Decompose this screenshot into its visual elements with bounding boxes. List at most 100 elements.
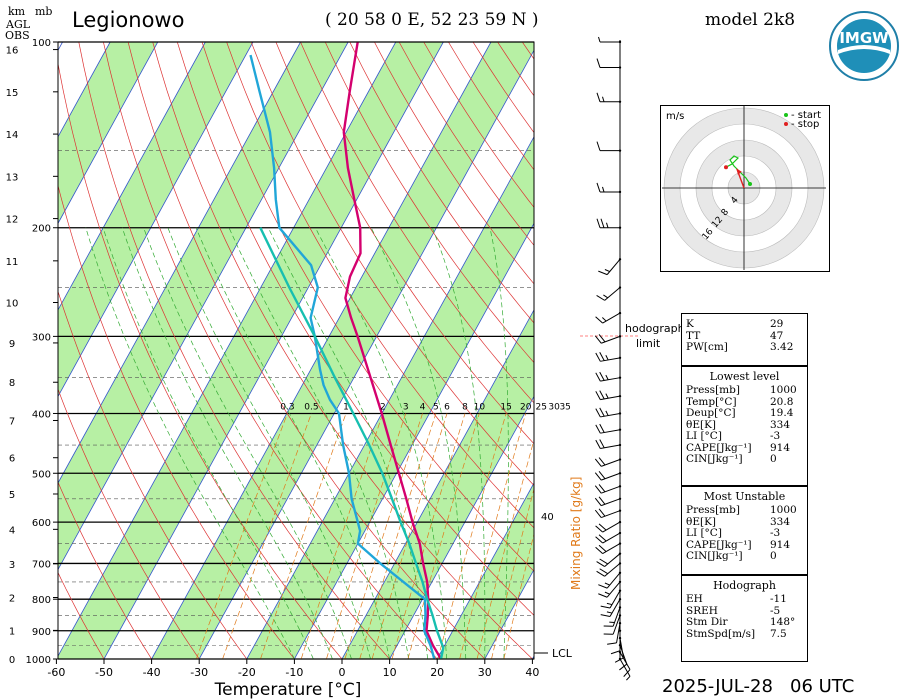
mixing-ratio-line: [503, 532, 534, 659]
hodograph-param-key: EH: [686, 593, 703, 605]
lowest-level-key: CAPE[Jkg⁻¹]: [686, 441, 752, 454]
wind-barb: [595, 531, 622, 544]
lowest-level-value: -3: [770, 430, 781, 442]
wind-barb: [618, 651, 631, 677]
x-axis-label: Temperature [°C]: [214, 680, 362, 700]
height-tick-label: 8: [9, 378, 15, 389]
station-title: Legionowo: [72, 8, 185, 32]
isotherm-line: [58, 42, 397, 657]
wind-barb: [598, 36, 622, 44]
moist-adiabat-line: [315, 227, 448, 659]
isotherm-line: [58, 42, 159, 225]
x-tick-label: 40: [525, 666, 539, 679]
x-tick-label: -50: [95, 666, 113, 679]
model-label: model 2k8: [705, 10, 796, 30]
hodograph-ring-label: 4: [729, 195, 741, 206]
dry-adiabat-line: [250, 42, 534, 487]
lowest-level-key: θE[K]: [686, 418, 717, 431]
x-tick-label: 20: [430, 666, 444, 679]
lowest-level-title: Lowest level: [709, 370, 780, 383]
isotherm-line: [436, 482, 534, 659]
isotherm-line: [58, 42, 206, 311]
dry-adiabat-line: [58, 184, 295, 659]
most-unstable-row: θE[K] 334: [682, 515, 807, 529]
wind-barb: [600, 589, 622, 609]
temperature-band: [58, 42, 444, 659]
mixing-ratio-tick-label: 8: [462, 402, 468, 412]
mixing-ratio-line: [391, 413, 466, 659]
dewpoint-profile-line: [249, 54, 436, 659]
wind-barb: [596, 141, 622, 152]
dry-adiabat-line: [201, 42, 534, 572]
mixing-ratio-tick-label: 3: [403, 402, 409, 412]
most-unstable-value: 1000: [770, 504, 797, 516]
imgw-logo: IMGW: [829, 11, 899, 81]
height-tick-label: 13: [6, 172, 19, 183]
wind-barb: [596, 182, 622, 194]
dry-adiabat-line: [58, 290, 248, 659]
hodograph-params-box: Hodograph EH -11 SREH -5 Stm Dir 148° StmSpd[m…: [681, 575, 808, 662]
wind-barb: [595, 407, 622, 418]
indices-box: K 29 TT 47 PW[cm] 3.42: [681, 313, 808, 366]
index-key: TT: [686, 329, 701, 342]
wind-barb: [594, 457, 622, 467]
height-tick-label: 3: [9, 560, 15, 571]
mixing-ratio-line: [344, 413, 423, 659]
most-unstable-value: 334: [770, 515, 791, 528]
moist-adiabat-line: [195, 227, 390, 659]
height-tick-label: 0: [9, 655, 15, 666]
hodograph-param-row: Stm Dir 148°: [682, 616, 807, 629]
hodograph-legend-stop: - stop: [791, 119, 819, 130]
x-tick-label: -60: [47, 666, 65, 679]
most-unstable-key: LI [°C]: [686, 527, 722, 539]
lowest-level-value: 0: [770, 453, 777, 465]
x-tick-label: -20: [238, 666, 256, 679]
lowest-level-value: 20.8: [770, 395, 794, 408]
isotherm-line: [58, 42, 301, 484]
isotherm-line: [341, 309, 534, 659]
lowest-level-value: 914: [770, 441, 791, 454]
isotherm-line: [58, 42, 254, 398]
lowest-level-row: θE[K] 334: [682, 418, 807, 432]
mixing-ratio-tick-label: 1: [343, 402, 349, 412]
lowest-level-value: 1000: [770, 384, 797, 396]
most-unstable-value: 0: [770, 550, 777, 562]
wind-barb: [596, 58, 622, 69]
isotherm-line: [103, 42, 444, 659]
hodograph-limit-label: hodograph: [625, 322, 685, 335]
index-value: 47: [770, 329, 784, 342]
wind-barb: [596, 92, 622, 103]
most-unstable-value: -3: [770, 527, 781, 539]
most-unstable-row: LI [°C] -3: [682, 527, 807, 540]
wind-barb: [595, 352, 622, 362]
lowest-level-row: Deup[°C] 19.4: [682, 407, 807, 420]
dry-adiabat-line: [58, 61, 343, 659]
wind-barb: [595, 542, 622, 555]
mixing-ratio-line: [195, 413, 288, 659]
wind-barb: [595, 439, 622, 449]
plot-frame: [57, 41, 535, 660]
dry-adiabat-line: [103, 42, 438, 659]
moist-adiabat-line: [489, 227, 509, 659]
hodograph-limit-label-2: limit: [636, 337, 661, 350]
isotherm-line: [389, 395, 534, 659]
mixing-ratio-tick-label: 15: [500, 402, 511, 412]
mixing-ratio-tick-label: 0.5: [304, 402, 318, 412]
wind-barb: [595, 390, 622, 401]
dry-adiabat-line: [58, 388, 200, 659]
wind-barb: [598, 571, 622, 589]
pressure-tick-label: 800: [32, 595, 51, 606]
most-unstable-value: 914: [770, 538, 791, 551]
isotherm-line: [294, 222, 534, 659]
wind-barb: [595, 520, 622, 533]
pressure-tick-label: 400: [32, 409, 51, 420]
height-tick-label: 10: [6, 298, 19, 309]
wind-barb: [598, 258, 622, 276]
pressure-tick-label: 700: [32, 559, 51, 570]
agl-header: AGL: [6, 18, 31, 31]
mixing-ratio-line: [326, 413, 407, 659]
time-label: 06 UTC: [790, 676, 855, 697]
lowest-level-row: CAPE[Jkg⁻¹] 914: [682, 441, 807, 455]
